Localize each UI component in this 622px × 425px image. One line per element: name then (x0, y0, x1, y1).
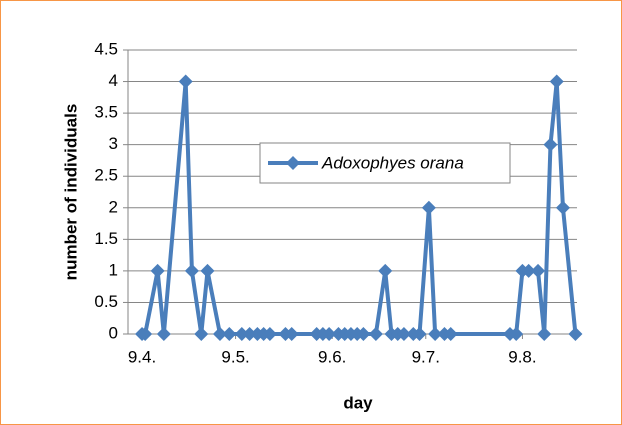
data-point (521, 263, 536, 278)
data-point (421, 200, 436, 215)
y-tick-label: 0.5 (94, 292, 118, 311)
data-point (178, 74, 193, 89)
data-point (368, 327, 383, 341)
y-tick-label: 4 (109, 71, 118, 90)
y-tick-label: 2 (109, 197, 118, 216)
x-tick-label: 9.7. (412, 347, 440, 366)
data-point (428, 327, 443, 341)
y-tick-label: 3.5 (94, 103, 118, 122)
data-point (138, 327, 153, 341)
x-tick-label: 9.8. (508, 347, 536, 366)
y-tick-label: 2.5 (94, 166, 118, 185)
data-point (568, 327, 583, 341)
data-point (509, 327, 524, 341)
x-axis-label: day (343, 393, 373, 412)
data-point (543, 137, 558, 152)
data-point (356, 327, 371, 341)
legend-label: Adoxophyes orana (321, 153, 464, 172)
y-tick-label: 1 (109, 260, 118, 279)
legend: Adoxophyes orana (259, 142, 511, 184)
data-point (378, 263, 393, 278)
data-point (412, 327, 427, 341)
y-tick-label: 1.5 (94, 229, 118, 248)
data-point (212, 327, 227, 341)
x-tick-label: 9.5. (221, 347, 249, 366)
data-point (200, 263, 215, 278)
data-point (184, 263, 199, 278)
data-point (396, 327, 411, 341)
data-point (549, 74, 564, 89)
data-point (284, 327, 299, 341)
x-tick-label: 9.6. (318, 347, 346, 366)
data-point (156, 327, 171, 341)
data-point (537, 327, 552, 341)
data-point (262, 327, 277, 341)
data-point (234, 327, 249, 341)
data-point (242, 327, 257, 341)
data-point (150, 263, 165, 278)
y-axis-label: number of individuals (61, 104, 80, 281)
data-point (555, 200, 570, 215)
data-point (443, 327, 458, 341)
data-point (194, 327, 209, 341)
y-tick-label: 3 (109, 134, 118, 153)
y-tick-label: 0 (109, 323, 118, 342)
y-tick-label: 4.5 (94, 39, 118, 58)
data-point (322, 327, 337, 341)
x-tick-label: 9.4. (128, 347, 156, 366)
data-point (222, 327, 237, 341)
legend-marker (286, 156, 300, 170)
data-point (531, 263, 546, 278)
